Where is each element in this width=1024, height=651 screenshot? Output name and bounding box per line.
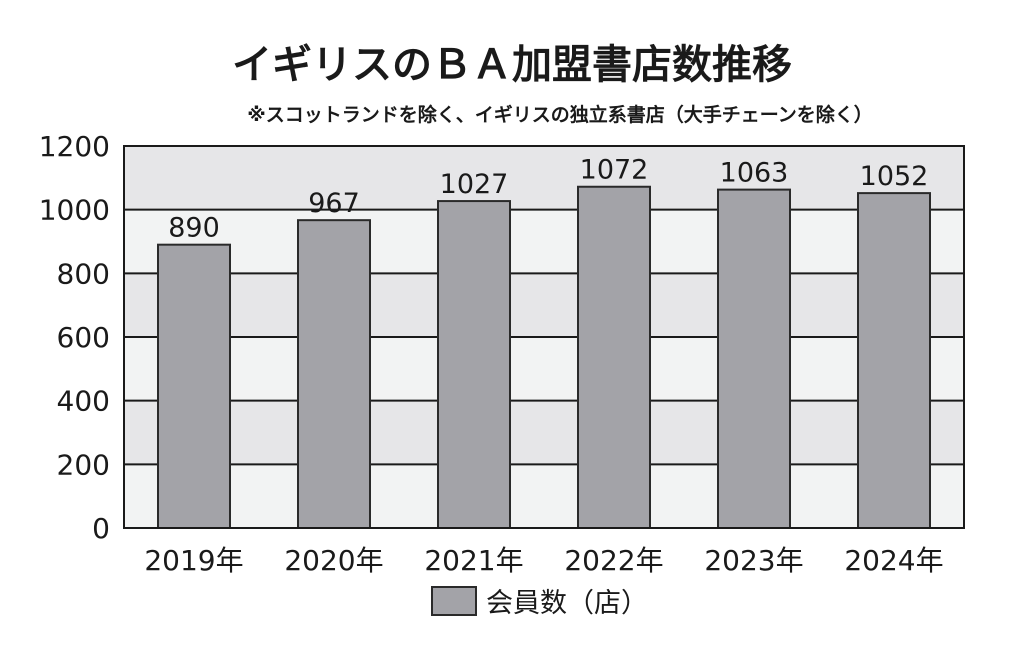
data-label: 1027 xyxy=(440,169,509,200)
bar xyxy=(437,200,511,530)
plot-band xyxy=(124,209,964,274)
y-tick-label: 200 xyxy=(57,448,110,481)
bar xyxy=(857,192,931,529)
data-label: 967 xyxy=(308,188,360,219)
x-axis-ticks: 2019年 2020年 2021年 2022年 2023年 2024年 xyxy=(144,544,943,577)
y-tick-label: 0 xyxy=(92,512,110,545)
x-tick-label: 2020年 xyxy=(284,544,383,577)
plot-band xyxy=(124,464,964,528)
y-tick-label: 400 xyxy=(57,385,110,418)
x-tick-label: 2019年 xyxy=(144,544,243,577)
plot-background xyxy=(124,146,964,528)
bar xyxy=(717,188,791,529)
bars xyxy=(157,185,931,530)
gridlines xyxy=(124,208,964,466)
data-label: 1063 xyxy=(720,158,789,189)
legend: 会員数（店） xyxy=(431,586,648,619)
y-tick-label: 600 xyxy=(57,321,110,354)
y-axis-ticks: 0 200 400 600 800 1000 1200 xyxy=(39,130,110,545)
x-tick-label: 2024年 xyxy=(844,544,943,577)
data-label: 1072 xyxy=(580,155,649,186)
legend-label: 会員数（店） xyxy=(486,588,648,619)
x-tick-label: 2023年 xyxy=(704,544,803,577)
data-label: 1052 xyxy=(860,161,929,192)
y-tick-label: 1200 xyxy=(39,130,110,163)
x-tick-label: 2022年 xyxy=(564,544,663,577)
plot-band xyxy=(124,400,964,465)
legend-swatch xyxy=(431,586,477,616)
data-label: 890 xyxy=(168,213,220,244)
x-tick-label: 2021年 xyxy=(424,544,523,577)
y-tick-label: 1000 xyxy=(39,194,110,227)
plot-band xyxy=(124,273,964,337)
bar xyxy=(297,219,371,529)
bar xyxy=(577,185,651,529)
chart-subtitle: ※スコットランドを除く、イギリスの独立系書店（大手チェーンを除く） xyxy=(247,103,873,126)
plot-frame xyxy=(123,145,965,529)
plot-band xyxy=(124,337,964,401)
y-tick-label: 800 xyxy=(57,257,110,290)
plot-band xyxy=(124,146,964,210)
chart-title: イギリスのＢＡ加盟書店数推移 xyxy=(232,42,792,88)
data-labels: 890 967 1027 1072 1063 1052 xyxy=(168,155,928,244)
bar xyxy=(157,243,231,530)
